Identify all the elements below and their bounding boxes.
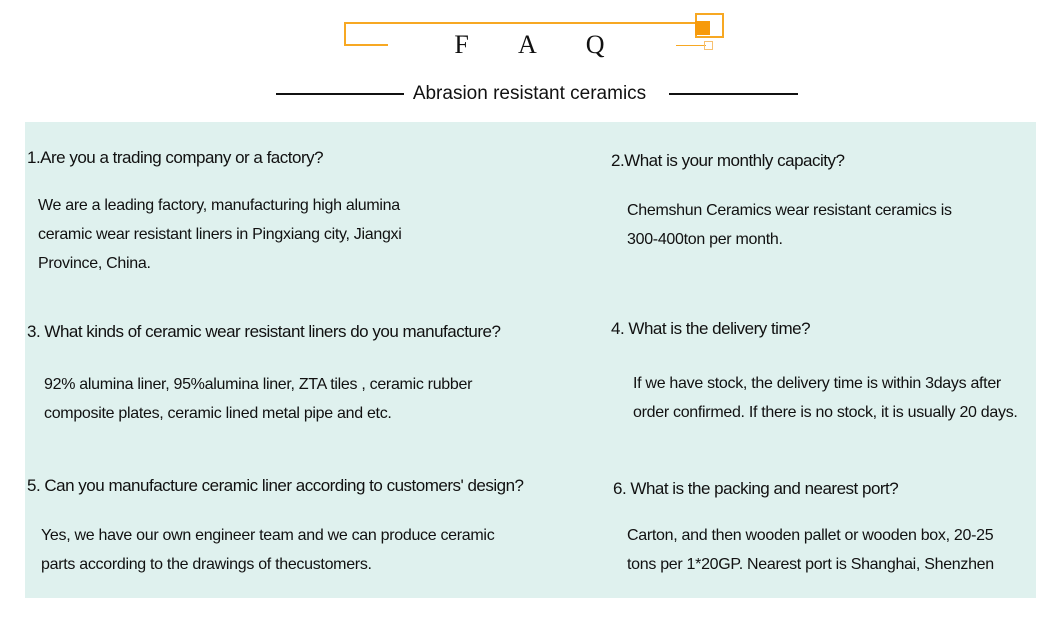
faq-question-4: 4. What is the delivery time? xyxy=(611,319,811,338)
header-frame-bottom-line xyxy=(344,44,388,46)
divider-right xyxy=(669,93,798,95)
faq-panel xyxy=(25,122,1036,598)
header-frame-left-line xyxy=(344,22,346,46)
header-frame-top-line xyxy=(344,22,696,24)
answer-line: Yes, we have our own engineer team and w… xyxy=(41,527,495,544)
answer-line: ceramic wear resistant liners in Pingxia… xyxy=(38,226,402,243)
answer-line: order confirmed. If there is no stock, i… xyxy=(633,404,1018,421)
answer-line: tons per 1*20GP. Nearest port is Shangha… xyxy=(627,556,994,573)
faq-answer-4: If we have stock, the delivery time is w… xyxy=(633,369,1018,427)
faq-answer-1: We are a leading factory, manufacturing … xyxy=(38,191,402,278)
faq-answer-3: 92% alumina liner, 95%alumina liner, ZTA… xyxy=(44,370,472,428)
faq-question-2: 2.What is your monthly capacity? xyxy=(611,151,845,170)
answer-line: Province, China. xyxy=(38,255,151,272)
answer-line: composite plates, ceramic lined metal pi… xyxy=(44,405,392,422)
divider-left xyxy=(276,93,404,95)
faq-question-1: 1.Are you a trading company or a factory… xyxy=(27,148,324,167)
decor-small-line xyxy=(676,45,706,46)
faq-answer-2: Chemshun Ceramics wear resistant ceramic… xyxy=(627,196,952,254)
answer-line: Carton, and then wooden pallet or wooden… xyxy=(627,527,994,544)
faq-answer-5: Yes, we have our own engineer team and w… xyxy=(41,521,495,579)
answer-line: 300-400ton per month. xyxy=(627,231,783,248)
faq-question-3: 3. What kinds of ceramic wear resistant … xyxy=(27,322,501,341)
decor-square-filled-icon xyxy=(695,21,710,35)
answer-line: 92% alumina liner, 95%alumina liner, ZTA… xyxy=(44,376,473,393)
faq-answer-6: Carton, and then wooden pallet or wooden… xyxy=(627,521,994,579)
answer-line: parts according to the drawings of thecu… xyxy=(41,556,372,573)
faq-question-5: 5. Can you manufacture ceramic liner acc… xyxy=(27,476,524,495)
faq-question-6: 6. What is the packing and nearest port? xyxy=(613,479,899,498)
page-subtitle: Abrasion resistant ceramics xyxy=(412,83,647,104)
decor-small-square-icon xyxy=(704,41,713,50)
answer-line: Chemshun Ceramics wear resistant ceramic… xyxy=(627,202,952,219)
answer-line: We are a leading factory, manufacturing … xyxy=(38,197,400,214)
page-title: F A Q xyxy=(454,30,627,59)
answer-line: If we have stock, the delivery time is w… xyxy=(633,375,1001,392)
